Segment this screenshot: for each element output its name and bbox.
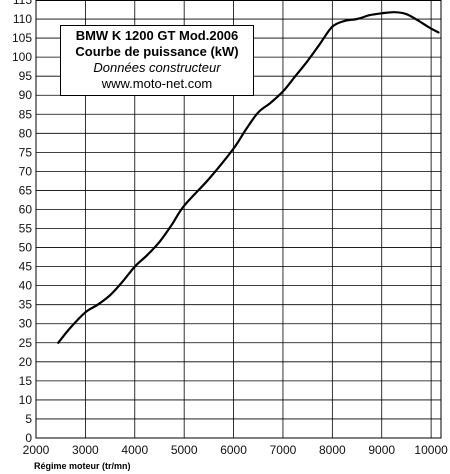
y-tick-label: 15	[19, 374, 33, 388]
y-tick-label: 10	[19, 393, 33, 407]
chart-title-website: www.moto-net.com	[101, 76, 213, 91]
y-tick-label: 115	[13, 0, 32, 7]
y-tick-label: 85	[19, 107, 33, 121]
x-axis-label: Régime moteur (tr/mn)	[34, 461, 131, 471]
x-tick-label: 2000	[23, 443, 50, 457]
y-tick-label: 100	[12, 50, 32, 64]
y-tick-label: 80	[19, 126, 33, 140]
y-tick-labels: 0 5 10 15 20 25 30 35 40 45 50 55 60 65 70 75 80 85 90 95 10…	[12, 0, 32, 445]
y-tick-label: 105	[12, 31, 32, 45]
chart-title-model: BMW K 1200 GT Mod.2006	[75, 28, 239, 43]
y-tick-label: 75	[19, 145, 33, 159]
y-tick-label: 90	[19, 88, 33, 102]
plot-frame	[35, 0, 442, 439]
y-tick-label: 40	[19, 279, 33, 293]
y-tick-label: 50	[19, 241, 33, 255]
x-tick-label: 8000	[319, 443, 346, 457]
x-tick-label: 7000	[270, 443, 297, 457]
chart-title-box: BMW K 1200 GT Mod.2006 Courbe de puissan…	[60, 25, 254, 96]
y-tick-label: 20	[19, 355, 33, 369]
x-tick-label: 3000	[72, 443, 99, 457]
y-tick-label: 45	[19, 260, 33, 274]
y-tick-label: 35	[19, 298, 33, 312]
y-tick-label: 70	[19, 164, 33, 178]
power-curve-line	[57, 11, 440, 344]
y-tick-label: 60	[19, 202, 33, 216]
y-tick-label: 65	[19, 183, 33, 197]
y-tick-label: 55	[19, 222, 33, 236]
x-tick-label: 4000	[121, 443, 148, 457]
chart-title-curve: Courbe de puissance (kW)	[75, 44, 239, 59]
x-tick-label: 5000	[171, 443, 198, 457]
y-tick-label: 5	[25, 412, 32, 426]
y-tick-label: 25	[19, 336, 33, 350]
x-tick-labels: 2000 3000 4000 5000 6000 7000 8000 9000 10000	[23, 443, 448, 457]
x-tick-label: 9000	[368, 443, 395, 457]
y-tick-label: 0	[25, 431, 32, 445]
y-tick-label: 110	[13, 12, 32, 26]
x-tick-label: 6000	[220, 443, 247, 457]
y-tick-label: 95	[19, 69, 33, 83]
x-tick-label: 10000	[414, 443, 448, 457]
chart-title-source: Données constructeur	[93, 60, 221, 75]
y-tick-label: 30	[19, 317, 33, 331]
